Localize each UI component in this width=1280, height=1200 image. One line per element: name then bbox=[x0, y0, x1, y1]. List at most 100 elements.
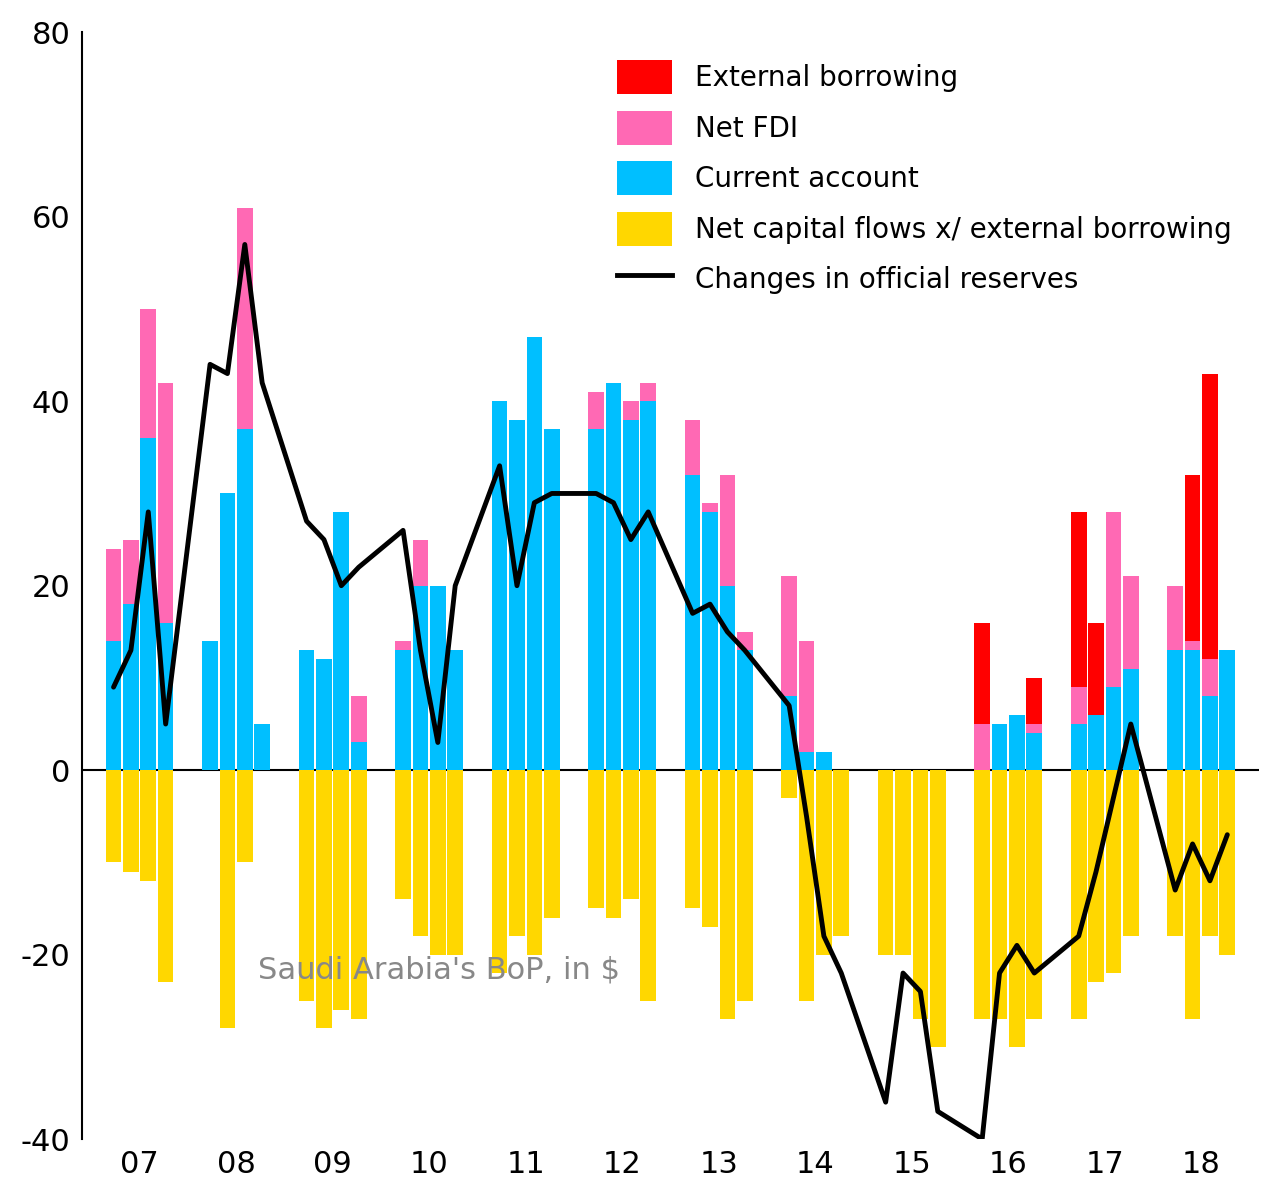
Bar bbox=[931, 770, 946, 1046]
Bar bbox=[1071, 724, 1087, 770]
Bar bbox=[1071, 512, 1087, 688]
Bar bbox=[1167, 770, 1183, 936]
Bar bbox=[316, 770, 332, 1028]
Legend: External borrowing, Net FDI, Current account, Net capital flows x/ external borr: External borrowing, Net FDI, Current acc… bbox=[603, 47, 1245, 310]
Bar bbox=[237, 428, 252, 770]
Bar bbox=[1027, 724, 1042, 733]
Bar bbox=[1220, 770, 1235, 955]
Bar bbox=[492, 770, 507, 973]
Bar bbox=[913, 770, 928, 1019]
Bar bbox=[1106, 688, 1121, 770]
Bar bbox=[1167, 650, 1183, 770]
Bar bbox=[799, 770, 814, 1001]
Bar bbox=[396, 641, 411, 650]
Bar bbox=[334, 512, 349, 770]
Bar bbox=[1123, 770, 1139, 936]
Bar bbox=[106, 548, 122, 641]
Bar bbox=[895, 770, 911, 955]
Bar bbox=[781, 696, 797, 770]
Bar bbox=[703, 770, 718, 926]
Bar bbox=[1185, 475, 1201, 641]
Bar bbox=[737, 770, 753, 1001]
Bar bbox=[237, 770, 252, 863]
Bar bbox=[974, 623, 989, 724]
Bar bbox=[703, 503, 718, 512]
Bar bbox=[509, 420, 525, 770]
Bar bbox=[220, 770, 236, 1028]
Bar bbox=[685, 420, 700, 475]
Bar bbox=[106, 770, 122, 863]
Bar bbox=[157, 383, 174, 623]
Bar bbox=[141, 438, 156, 770]
Bar bbox=[202, 641, 218, 770]
Bar bbox=[1027, 678, 1042, 724]
Bar bbox=[623, 401, 639, 420]
Bar bbox=[141, 310, 156, 438]
Bar bbox=[396, 650, 411, 770]
Bar bbox=[719, 586, 735, 770]
Bar bbox=[448, 650, 463, 770]
Bar bbox=[640, 770, 657, 1001]
Bar bbox=[526, 770, 543, 955]
Bar bbox=[1027, 733, 1042, 770]
Bar bbox=[1123, 668, 1139, 770]
Bar bbox=[1185, 770, 1201, 1019]
Bar bbox=[817, 770, 832, 955]
Bar bbox=[737, 650, 753, 770]
Bar bbox=[106, 641, 122, 770]
Bar bbox=[737, 632, 753, 650]
Bar bbox=[255, 724, 270, 770]
Bar bbox=[640, 401, 657, 770]
Bar bbox=[123, 604, 138, 770]
Bar bbox=[157, 623, 174, 770]
Bar bbox=[833, 770, 849, 936]
Bar bbox=[605, 383, 621, 770]
Bar bbox=[157, 770, 174, 983]
Bar bbox=[719, 475, 735, 586]
Bar bbox=[237, 208, 252, 428]
Bar bbox=[719, 770, 735, 1019]
Bar bbox=[141, 770, 156, 881]
Bar bbox=[685, 770, 700, 908]
Bar bbox=[412, 540, 429, 586]
Bar bbox=[992, 724, 1007, 770]
Bar bbox=[544, 428, 559, 770]
Bar bbox=[1185, 650, 1201, 770]
Bar bbox=[799, 641, 814, 751]
Bar bbox=[992, 770, 1007, 1019]
Bar bbox=[298, 650, 315, 770]
Bar bbox=[1027, 770, 1042, 1019]
Bar bbox=[685, 475, 700, 770]
Bar bbox=[589, 392, 604, 428]
Bar bbox=[430, 770, 445, 955]
Bar bbox=[703, 512, 718, 770]
Bar bbox=[1202, 696, 1217, 770]
Bar bbox=[1220, 650, 1235, 770]
Bar bbox=[1123, 576, 1139, 668]
Bar bbox=[492, 401, 507, 770]
Bar bbox=[298, 770, 315, 1001]
Bar bbox=[1088, 623, 1103, 715]
Bar bbox=[974, 724, 989, 770]
Bar bbox=[1202, 770, 1217, 936]
Bar bbox=[1185, 641, 1201, 650]
Bar bbox=[1009, 770, 1025, 1046]
Bar bbox=[1088, 715, 1103, 770]
Bar bbox=[448, 770, 463, 955]
Bar bbox=[623, 420, 639, 770]
Bar bbox=[430, 586, 445, 770]
Bar bbox=[412, 586, 429, 770]
Bar bbox=[351, 770, 366, 1019]
Bar bbox=[1088, 770, 1103, 983]
Bar bbox=[1106, 512, 1121, 688]
Bar bbox=[605, 770, 621, 918]
Bar bbox=[1106, 770, 1121, 973]
Bar bbox=[396, 770, 411, 899]
Bar bbox=[799, 751, 814, 770]
Bar bbox=[123, 770, 138, 871]
Bar bbox=[351, 696, 366, 743]
Bar bbox=[781, 770, 797, 798]
Bar bbox=[1202, 660, 1217, 696]
Bar bbox=[589, 770, 604, 908]
Text: Saudi Arabia's BoP, in $: Saudi Arabia's BoP, in $ bbox=[259, 955, 621, 984]
